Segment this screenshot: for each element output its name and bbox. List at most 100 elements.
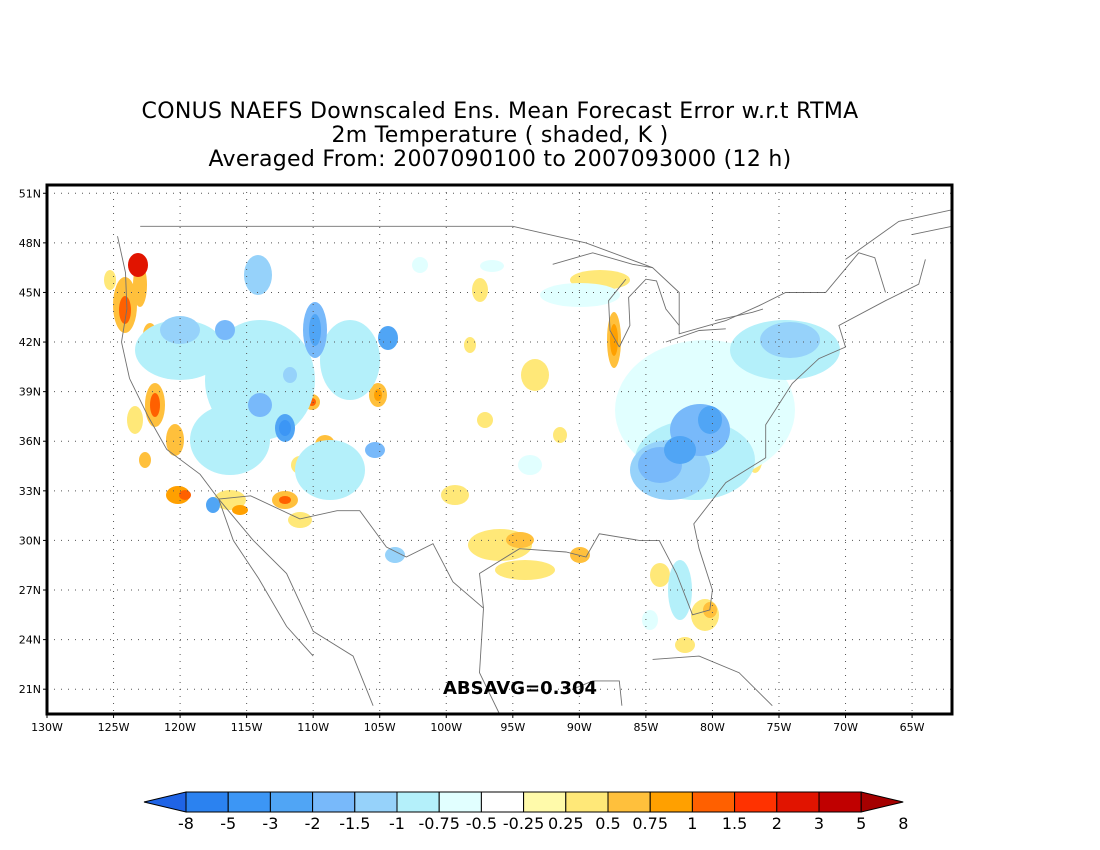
absavg-annotation: ABSAVG=0.304	[443, 678, 597, 699]
longitude-tick-label: 130W	[31, 721, 63, 734]
anomaly-blob	[698, 406, 722, 434]
anomaly-blob	[365, 442, 385, 458]
colorbar-label: -1	[389, 814, 405, 833]
coastline-segment	[218, 498, 314, 657]
colorbar-swatch	[480, 791, 525, 813]
colorbar-swatch	[438, 791, 482, 813]
anomaly-blob	[506, 532, 534, 548]
anomaly-blob	[139, 452, 151, 468]
coastline-segment	[618, 278, 680, 348]
colorbar-swatch	[565, 791, 609, 813]
anomaly-blob	[295, 440, 365, 500]
colorbar-swatch	[269, 791, 314, 813]
colorbar-label: 0.5	[595, 814, 620, 833]
anomaly-blob	[760, 322, 820, 358]
longitude-tick-label: 75W	[767, 721, 792, 734]
colorbar-labels: -8 -5 -3 -2 -1.5 -1 -0.75 -0.5 -0.25 0.25 0.5 0.75 1…	[178, 814, 908, 833]
longitude-tick-label: 115W	[231, 721, 263, 734]
longitude-tick-label: 110W	[297, 721, 329, 734]
map-title: CONUS NAEFS Downscaled Ens. Mean Forecas…	[0, 100, 1000, 172]
colorbar-label: -5	[220, 814, 236, 833]
anomaly-blob	[160, 316, 200, 344]
colorbar-label: -3	[262, 814, 278, 833]
longitude-tick-label: 105W	[364, 721, 396, 734]
colorbar-swatch	[776, 791, 820, 813]
title-line-3: Averaged From: 2007090100 to 2007093000 …	[208, 147, 792, 172]
anomaly-blob	[128, 253, 148, 277]
anomaly-blob	[248, 393, 272, 417]
latitude-tick-label: 42N	[19, 336, 41, 349]
colorbar-label: 3	[814, 814, 824, 833]
longitude-tick-label: 125W	[98, 721, 130, 734]
anomaly-blob	[320, 320, 380, 400]
colorbar-swatch	[354, 791, 398, 813]
anomaly-blob	[464, 337, 476, 353]
colorbar-swatch	[691, 791, 736, 813]
anomaly-blob	[412, 257, 428, 273]
latitude-tick-label: 48N	[19, 237, 41, 250]
colorbar-label: 0.75	[632, 814, 668, 833]
anomaly-blob	[214, 490, 246, 510]
colorbar-label: 1.5	[722, 814, 747, 833]
anomaly-blob	[215, 320, 235, 340]
map-frame	[45, 183, 954, 716]
anomaly-blob	[650, 563, 670, 587]
colorbar-min-arrow	[143, 791, 187, 813]
longitude-tick-label: 95W	[500, 721, 525, 734]
latitude-tick-label: 27N	[19, 584, 41, 597]
colorbar-label: -8	[178, 814, 194, 833]
coastline-segment	[912, 225, 952, 236]
anomaly-blob	[104, 270, 116, 290]
anomaly-blob	[378, 326, 398, 350]
anomaly-blob	[374, 389, 382, 401]
colorbar-label: 0.25	[548, 814, 584, 833]
coastline-segment	[117, 236, 374, 706]
latitude-tick-label: 51N	[19, 187, 41, 200]
anomaly-blob	[540, 283, 620, 307]
colorbar-label: -0.25	[503, 814, 544, 833]
colorbar-max-arrow	[860, 791, 904, 813]
anomaly-blob	[150, 393, 160, 417]
coastline-segment	[218, 495, 484, 609]
anomaly-blob	[610, 324, 618, 356]
anomaly-blob	[441, 485, 469, 505]
colorbar-swatch	[649, 791, 693, 813]
colorbar-label: 8	[898, 814, 908, 833]
anomaly-blob	[232, 505, 248, 515]
latitude-tick-label: 45N	[19, 286, 41, 299]
coastline-segment	[845, 209, 952, 260]
anomaly-blob	[119, 296, 131, 324]
colorbar	[143, 791, 904, 813]
longitude-tick-label: 90W	[567, 721, 592, 734]
colorbar-swatch	[185, 791, 229, 813]
coastline-segment	[572, 680, 623, 706]
colorbar-label: 2	[772, 814, 782, 833]
anomaly-blob	[279, 496, 291, 504]
anomaly-blob	[179, 490, 191, 500]
latitude-tick-label: 24N	[19, 634, 41, 647]
title-line-2: 2m Temperature ( shaded, K )	[331, 123, 669, 148]
anomaly-blob	[495, 560, 555, 580]
anomaly-blob	[309, 314, 321, 346]
anomaly-blob	[166, 424, 184, 456]
anomaly-blob	[675, 637, 695, 653]
longitude-tick-label: 100W	[430, 721, 462, 734]
latitude-tick-labels: 51N 48N 45N 42N 39N 36N 33N 30N 27N 24N 21N	[19, 187, 47, 696]
longitude-tick-label: 85W	[633, 721, 658, 734]
latitude-tick-label: 36N	[19, 435, 41, 448]
anomaly-blob	[190, 405, 270, 475]
anomaly-blob	[664, 436, 696, 464]
coastline-segment	[479, 259, 926, 616]
coastline-segment	[608, 278, 627, 348]
anomaly-blob	[127, 406, 143, 434]
coastline-segment	[479, 608, 500, 714]
colorbar-swatch	[818, 791, 862, 813]
colorbar-swatch	[734, 791, 778, 813]
anomaly-blob	[279, 420, 291, 436]
latitude-tick-label: 21N	[19, 683, 41, 696]
anomaly-blob	[385, 547, 405, 563]
latitude-tick-label: 33N	[19, 485, 41, 498]
anomaly-blob	[472, 278, 488, 302]
longitude-tick-label: 80W	[700, 721, 725, 734]
